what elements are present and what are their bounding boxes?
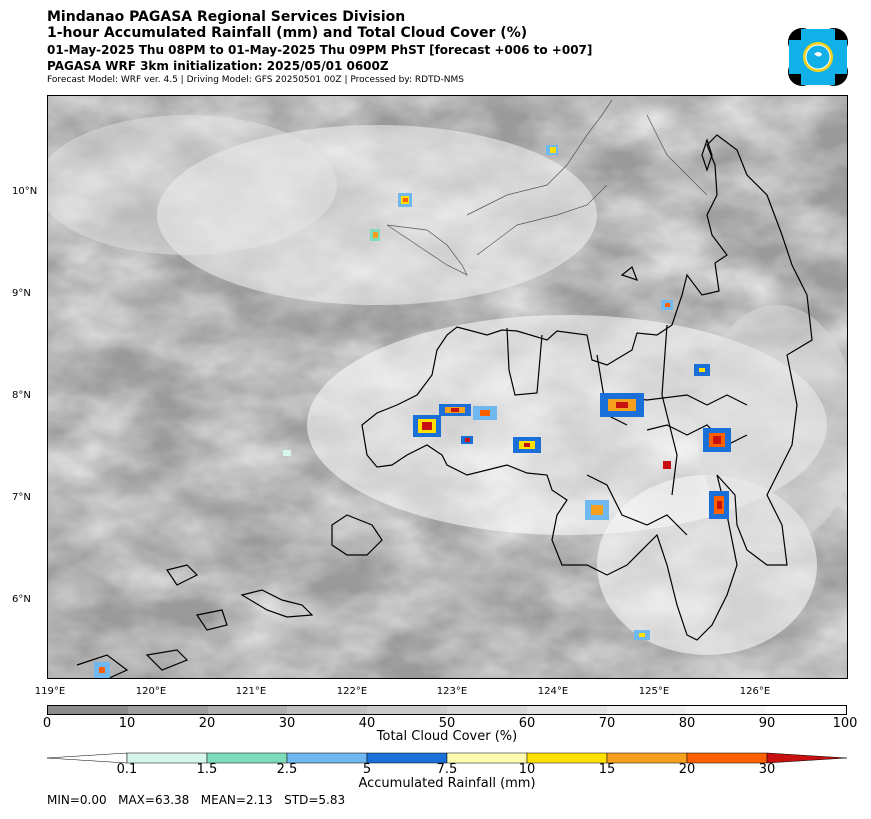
- cloud-colorbar-segment: [127, 706, 208, 714]
- lon-label: 122°E: [336, 686, 368, 697]
- lon-label: 126°E: [739, 686, 771, 697]
- rain-colorbar: [47, 752, 848, 764]
- lat-label: 9°N: [12, 288, 31, 299]
- rainfall-cloud-map: [47, 95, 848, 679]
- cloud-colorbar-segment: [367, 706, 447, 714]
- visayas-outline: [386, 99, 708, 276]
- lon-label: 125°E: [638, 686, 670, 697]
- stat-max: MAX=63.38: [118, 793, 190, 807]
- cloud-tick: 80: [678, 716, 696, 731]
- cloud-colorbar-segment: [446, 706, 527, 714]
- lon-label: 119°E: [34, 686, 66, 697]
- rain-tick: 5: [362, 762, 372, 777]
- cloud-tick: 20: [198, 716, 216, 731]
- cloud-tick: 60: [518, 716, 536, 731]
- rain-tick: 0.1: [116, 762, 138, 777]
- rain-colorbar-label: Accumulated Rainfall (mm): [358, 776, 536, 791]
- pagasa-logo-icon: [788, 28, 848, 86]
- stats-line: MIN=0.00 MAX=63.38 MEAN=2.13 STD=5.83: [47, 793, 345, 807]
- cloud-colorbar-segment: [606, 706, 687, 714]
- rain-colorbar-segment: [126, 752, 208, 764]
- chart-subtitle: 1-hour Accumulated Rainfall (mm) and Tot…: [47, 25, 528, 41]
- cloud-colorbar-segment: [766, 706, 846, 714]
- cloud-tick: 50: [438, 716, 456, 731]
- lon-label: 123°E: [436, 686, 468, 697]
- rain-tick: 2.5: [276, 762, 298, 777]
- cloud-tick: 0: [42, 716, 52, 731]
- cloud-colorbar-segment: [686, 706, 767, 714]
- cloud-colorbar-segment: [526, 706, 607, 714]
- init-time: PAGASA WRF 3km initialization: 2025/05/0…: [47, 59, 389, 73]
- model-info: Forecast Model: WRF ver. 4.5 | Driving M…: [47, 75, 464, 85]
- rain-tick: 20: [678, 762, 696, 777]
- rain-tick: 1.5: [196, 762, 218, 777]
- cloud-tick: 70: [598, 716, 616, 731]
- map-frame: [47, 95, 848, 679]
- stat-mean: MEAN=2.13: [200, 793, 273, 807]
- lon-label: 121°E: [235, 686, 267, 697]
- lat-label: 6°N: [12, 594, 31, 605]
- lon-label: 120°E: [135, 686, 167, 697]
- rain-tick: 10: [518, 762, 536, 777]
- cloud-tick: 40: [358, 716, 376, 731]
- cloud-tick: 10: [118, 716, 136, 731]
- rain-tick: 7.5: [436, 762, 458, 777]
- valid-time: 01-May-2025 Thu 08PM to 01-May-2025 Thu …: [47, 43, 593, 57]
- rainfall-patches: [94, 145, 731, 678]
- rain-colorbar-segment: [206, 752, 288, 764]
- rain-colorbar-segment: [47, 752, 128, 764]
- rain-colorbar-segment: [286, 752, 368, 764]
- lat-label: 8°N: [12, 390, 31, 401]
- lon-label: 124°E: [537, 686, 569, 697]
- stat-std: STD=5.83: [284, 793, 346, 807]
- cloud-tick: 90: [758, 716, 776, 731]
- cloud-colorbar: [47, 705, 847, 715]
- rain-colorbar-segment: [766, 752, 848, 764]
- rain-colorbar-segment: [606, 752, 688, 764]
- lat-label: 10°N: [12, 186, 38, 197]
- rain-tick: 15: [598, 762, 616, 777]
- chart-title: Mindanao PAGASA Regional Services Divisi…: [47, 9, 406, 25]
- stat-min: MIN=0.00: [47, 793, 107, 807]
- rain-tick: 30: [758, 762, 776, 777]
- cloud-tick: 30: [278, 716, 296, 731]
- rain-colorbar-segment: [446, 752, 528, 764]
- rain-colorbar-segment: [366, 752, 448, 764]
- cloud-colorbar-segment: [287, 706, 368, 714]
- rain-colorbar-segment: [526, 752, 608, 764]
- cloud-colorbar-segment: [48, 706, 128, 714]
- cloud-tick: 100: [832, 716, 858, 731]
- rain-colorbar-segment: [686, 752, 768, 764]
- cloud-colorbar-label: Total Cloud Cover (%): [376, 729, 518, 744]
- cloud-colorbar-segment: [207, 706, 288, 714]
- lat-label: 7°N: [12, 492, 31, 503]
